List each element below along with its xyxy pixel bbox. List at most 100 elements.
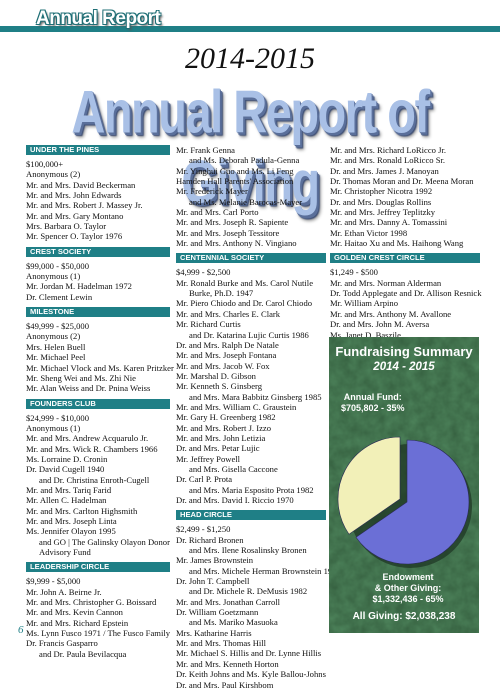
donor-entry: and Ms. Mariko Masuoka [189, 617, 278, 628]
donor-entry: Mr. Ethan Victor 1998 [330, 227, 408, 238]
donor-entry: $4,999 - $2,500 [176, 267, 231, 278]
donor-entry: Anonymous (1) [26, 422, 81, 433]
donor-entry: Mr. and Mrs. Thomas Hill [176, 638, 267, 649]
donor-entry: Mr. Alan Weiss and Dr. Pnina Weiss [26, 383, 151, 394]
donor-entry: Mr. Michael Vlock and Ms. Karen Pritzker [26, 362, 174, 373]
donor-entry: Dr. Richard Bronen [176, 534, 244, 545]
donor-entry: Mr. and Mrs. John Letizia [176, 432, 266, 443]
donor-entry: Ms. Janet D. Baszile [330, 329, 401, 340]
donor-column-1: UNDER THE PINES $100,000+ Anonymous (2) Mr.… [26, 145, 174, 659]
donor-entry: Mr. and Mrs. Ronald LoRicco Sr. [330, 155, 446, 166]
donor-entry: Mr. and Mrs. Kenneth Horton [176, 658, 279, 669]
donor-entry: Mr. and Mrs. Jacob W. Fox [176, 360, 270, 371]
donor-entry: and Mrs. Gisella Caccone [189, 463, 278, 474]
donor-entry: Mr. and Mrs. Norman Alderman [330, 277, 442, 288]
donor-entry: Mr. Yinghui Guo and Ms. Li Feng [176, 165, 294, 176]
donor-entry: Mr. and Mrs. Christopher G. Boissard [26, 597, 157, 608]
donor-entry: Mr. and Mrs. John Edwards [26, 190, 122, 201]
section-heading: CREST SOCIETY [26, 246, 170, 257]
donor-entry: Mr. and Mrs. Jonathan Carroll [176, 596, 281, 607]
donor-entry: Mr. and Mrs. William C. Graustein [176, 401, 297, 412]
donor-entry: Mr. Allen C. Hadelman [26, 495, 107, 506]
donor-entry: Mr. and Mrs. Joseph Linta [26, 515, 117, 526]
donor-entry: Mr. and Mrs. Tariq Farid [26, 484, 112, 495]
donor-entry: Dr. and Mrs. David I. Riccio 1970 [176, 495, 294, 505]
donor-entry: Mr. and Mrs. Richard Epstein [26, 617, 129, 628]
donor-entry: Dr. Francis Gasparro [26, 638, 98, 649]
donor-entry: Mrs. Helen Buell [26, 341, 86, 352]
page-title: Annual Report of Giving [71, 77, 430, 216]
donor-entry: Mr. and Mrs. Robert J. Massey Jr. [26, 200, 143, 211]
endowment-name-2: & Other Giving: [374, 583, 442, 593]
donor-entry: Dr. Clement Lewin [26, 291, 93, 302]
donor-entry: Dr. and Mrs. Ralph De Natale [176, 339, 279, 350]
donor-entry: Dr. and Mrs. Douglas Rollins [330, 196, 432, 207]
donor-entry: Mr. and Mrs. Gary Montano [26, 210, 124, 221]
donor-entry: $100,000+ [26, 159, 64, 169]
donor-entry: Mr. William Arpino [330, 298, 399, 309]
donor-entry: Mr. and Mrs. Robert J. Izzo [176, 422, 271, 433]
donor-entry: and Ms. Melanie Barocas-Mayer [189, 196, 303, 207]
donor-entry: and Mrs. Ilene Rosalinsky Bronen [189, 545, 307, 556]
annual-fund-value: $705,802 - 35% [341, 403, 405, 413]
donor-entry: Mr. and Mrs. Joseph Fontana [176, 350, 277, 361]
donor-entry: Anonymous (1) [26, 271, 81, 282]
donor-entry: Burke, Ph.D. 1947 [189, 288, 254, 299]
banner-stripe [0, 26, 500, 32]
donor-entry: $99,000 - $50,000 [26, 260, 90, 271]
donor-entry: and Ms. Deborah Padula-Genna [189, 155, 300, 166]
section-heading: HEAD CIRCLE [176, 510, 326, 521]
donor-entry: Mr. Christopher Nicotra 1992 [330, 186, 433, 197]
donor-entry: $2,499 - $1,250 [176, 524, 231, 535]
donor-entry: Dr. and Mrs. Paul Kirshbom [176, 679, 274, 690]
donor-entry: Mr. Frank Genna [176, 145, 235, 155]
donor-entry: Ms. Jennifer Olayon 1995 [26, 526, 116, 537]
donor-entry: Mr. Jeffrey Powell [176, 453, 241, 464]
donor-entry: Dr. Keith Johns and Ms. Kyle Ballou-John… [176, 669, 326, 680]
donor-column-2: Mr. Frank Genna and Ms. Deborah Padula-Ge… [176, 145, 341, 690]
donor-entry: and Dr. Christina Enroth-Cugell [39, 474, 150, 485]
donor-entry: Dr. John T. Campbell [176, 576, 250, 587]
donor-entry: $9,999 - $5,000 [26, 576, 81, 587]
donor-entry: and GO | The Galinsky Olayon Donor [39, 536, 170, 547]
donor-entry: Mrs. Barbara O. Taylor [26, 221, 107, 232]
donor-entry: Mr. and Mrs. Joseph Tessitore [176, 227, 280, 238]
donor-entry: Dr. Thomas Moran and Dr. Meena Moran [330, 176, 474, 187]
donor-entry: Mr. and Mrs. Kevin Cannon [26, 607, 123, 618]
donor-entry: and Mrs. Michele Herman Brownstein 1972 [189, 565, 341, 576]
donor-entry: Mr. and Mrs. Danny A. Tomassini [330, 217, 448, 228]
endowment-name: Endowment [382, 572, 434, 582]
section-heading: MILESTONE [26, 307, 170, 318]
donor-entry: Anonymous (2) [26, 331, 81, 342]
all-giving-total: All Giving: $2,038,238 [352, 611, 456, 622]
summary-years: 2014 - 2015 [373, 361, 435, 373]
summary-title: Fundraising Summary [335, 344, 473, 359]
donor-entry: and Mrs. Maria Esposito Prota 1982 [189, 484, 314, 495]
donor-entry: Advisory Fund [39, 547, 91, 557]
donor-entry: Mr. Jordan M. Hadelman 1972 [26, 281, 132, 292]
donor-entry: Dr. David Cugell 1940 [26, 464, 105, 475]
donor-entry: Mr. and Mrs. Richard LoRicco Jr. [330, 145, 446, 155]
endowment-label: Endowment & Other Giving: $1,332,436 - 6… [349, 572, 467, 605]
donor-entry: Mr. Frederick Mayer [176, 186, 248, 197]
donor-entry: $1,249 - $500 [330, 267, 378, 278]
pie-slice-annual-fund [337, 436, 401, 535]
donor-entry: Mr. Michael Peel [26, 352, 86, 363]
top-banner: Annual Report [0, 0, 500, 36]
donor-entry: Anonymous (2) [26, 169, 81, 180]
donor-entry: Dr. and Mrs. John M. Aversa [330, 319, 430, 330]
donor-entry: Dr. Todd Applegate and Dr. Allison Resni… [330, 288, 482, 299]
donor-entry: Mr. Michael S. Hillis and Dr. Lynne Hill… [176, 648, 322, 659]
section-heading: FOUNDERS CLUB [26, 398, 170, 409]
donor-entry: Hamden Hall Parents' Association [176, 176, 294, 187]
annual-fund-name: Annual Fund: [343, 392, 402, 402]
donor-entry: and Dr. Michele R. DeMusis 1982 [189, 586, 308, 597]
donor-entry: Mr. John A. Beirne Jr. [26, 586, 102, 597]
donor-entry: Mr. and Mrs. Charles E. Clark [176, 308, 281, 319]
donor-entry: Mr. Richard Curtis [176, 319, 241, 330]
donor-entry: Mr. and Mrs. Anthony N. Vingiano [176, 238, 297, 249]
annual-fund-label: Annual Fund: $705,802 - 35% [341, 392, 405, 414]
donor-entry: Dr. Carl P. Prota [176, 474, 233, 485]
section-label: Annual Report [36, 8, 161, 29]
donor-entry: and Dr. Paula Bevilacqua [39, 648, 127, 659]
